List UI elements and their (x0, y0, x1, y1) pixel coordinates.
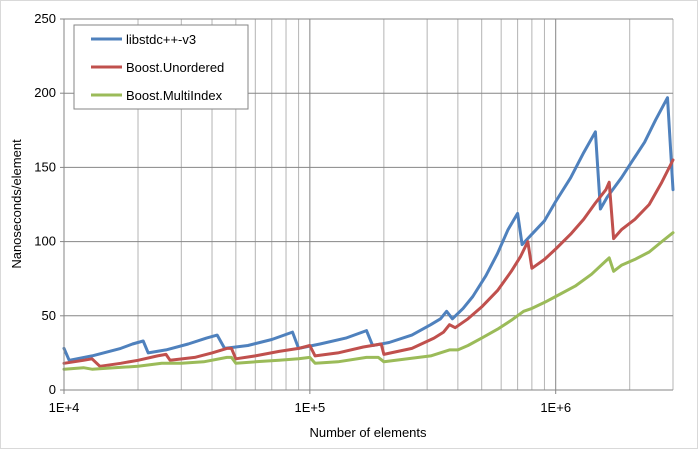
x-tick-label: 1E+5 (294, 400, 325, 415)
x-tick-labels: 1E+4 1E+5 1E+6 (49, 390, 571, 415)
y-tick-label: 0 (49, 382, 56, 397)
legend-label-libstdcpp: libstdc++-v3 (126, 32, 196, 47)
series-line-boost-unordered (62, 158, 675, 368)
x-axis-title: Number of elements (309, 425, 427, 440)
series-line-boost-multiindex (62, 231, 675, 371)
series-layer (62, 96, 675, 371)
y-tick-label: 50 (42, 308, 56, 323)
legend-label-boost-multiindex: Boost.MultiIndex (126, 88, 223, 103)
y-tick-labels: 0 50 100 150 200 250 (34, 11, 64, 397)
x-tick-label: 1E+4 (49, 400, 80, 415)
y-tick-label: 250 (34, 11, 56, 26)
legend-label-boost-unordered: Boost.Unordered (126, 60, 224, 75)
legend: libstdc++-v3 Boost.Unordered Boost.Multi… (73, 24, 249, 110)
y-axis-title: Nanoseconds/element (9, 139, 24, 269)
y-tick-label: 100 (34, 234, 56, 249)
series-line-libstdc-v3 (62, 96, 675, 362)
x-tick-label: 1E+6 (540, 400, 571, 415)
y-tick-label: 150 (34, 159, 56, 174)
y-tick-label: 200 (34, 85, 56, 100)
